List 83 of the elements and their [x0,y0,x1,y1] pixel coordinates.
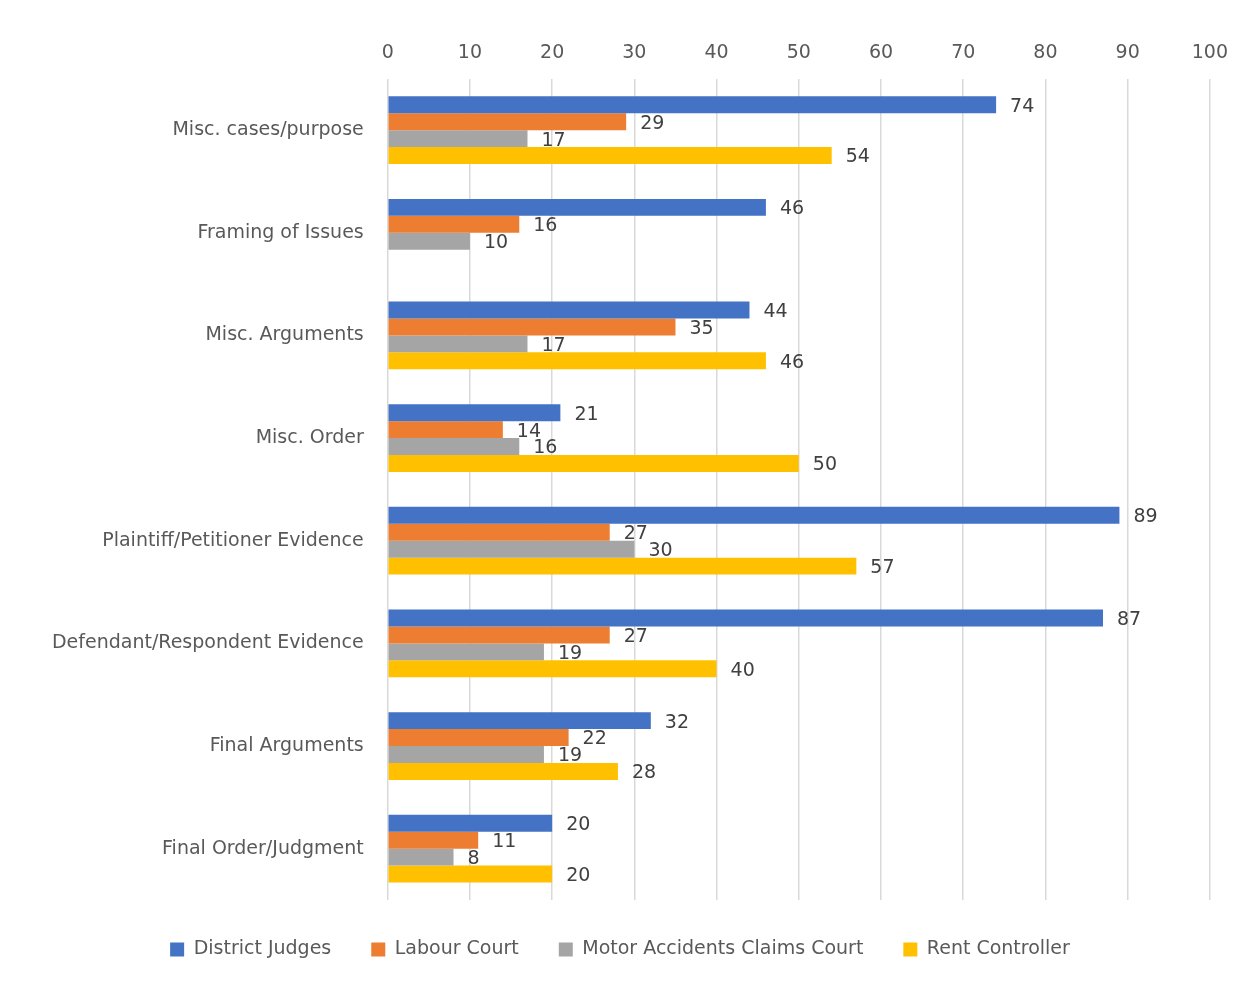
bar [388,113,627,131]
legend-label: Motor Accidents Claims Court [582,936,864,959]
bar [388,318,676,336]
data-label: 87 [1116,606,1142,629]
bar [388,626,610,644]
data-label: 35 [689,315,714,338]
bar [388,540,635,558]
legend-label: Labour Court [394,936,519,959]
bar [388,848,454,866]
x-tick-label: 60 [868,40,894,63]
bar [388,438,520,456]
data-label: 16 [533,213,558,236]
bar [388,660,717,678]
data-label: 17 [541,332,566,355]
x-tick-label: 90 [1115,40,1140,63]
data-label: 50 [812,452,837,475]
y-tick-label: Final Arguments [209,732,364,755]
data-label: 27 [623,623,648,646]
data-label: 20 [566,812,591,835]
bar [388,455,799,472]
bar [388,814,553,832]
x-tick-label: 0 [381,40,394,63]
bar [388,506,1120,524]
data-label: 20 [566,863,591,886]
y-tick-label: Plaintiff/Petitioner Evidence [102,527,364,550]
bar [388,523,610,541]
data-label: 10 [483,230,509,253]
data-label: 28 [631,760,657,783]
data-label: 46 [779,349,805,372]
bar [388,147,832,164]
y-tick-label: Final Order/Judgment [162,835,364,858]
bar [388,335,528,353]
bar [388,609,1103,627]
data-label: 40 [730,657,755,680]
bar [388,130,528,148]
data-label: 19 [557,743,583,766]
y-tick-label: Misc. Arguments [205,322,364,345]
y-tick-label: Framing of Issues [197,219,364,242]
data-label: 32 [664,709,690,732]
legend-label: District Judges [193,936,332,959]
x-tick-label: 40 [704,40,729,63]
bar [388,301,750,319]
x-tick-label: 70 [951,40,976,63]
data-label: 8 [467,846,480,869]
x-tick-label: 100 [1191,40,1228,63]
bar [388,96,997,114]
bar [388,421,503,439]
data-label: 22 [582,726,607,749]
x-tick-label: 50 [786,40,811,63]
bar [388,215,520,233]
x-tick-label: 10 [457,40,483,63]
x-tick-label: 30 [622,40,647,63]
bar [388,352,766,370]
data-label: 29 [640,110,665,133]
bar [388,831,479,849]
data-label: 89 [1133,504,1158,527]
y-tick-label: Misc. Order [255,425,364,448]
data-label: 57 [870,555,895,578]
bar [388,865,553,883]
data-label: 54 [845,144,870,167]
data-label: 30 [648,538,673,561]
bar [388,729,569,747]
bar [388,643,544,661]
bar [388,557,857,575]
bar [388,746,544,763]
y-tick-label: Misc. cases/purpose [172,117,364,140]
data-label: 46 [779,196,805,219]
bar [388,232,470,250]
data-label: 74 [1010,93,1035,116]
bar [388,198,766,216]
data-label: 17 [541,127,566,150]
data-label: 21 [574,401,599,424]
x-tick-label: 80 [1033,40,1058,63]
data-label: 11 [492,829,517,852]
bar [388,404,561,422]
data-label: 44 [763,298,788,321]
data-label: 19 [557,640,583,663]
x-tick-label: 20 [540,40,565,63]
data-label: 27 [623,521,648,544]
legend-label: Rent Controller [926,936,1071,959]
y-tick-label: Defendant/Respondent Evidence [51,630,364,653]
bar [388,712,651,730]
bar [388,762,618,780]
